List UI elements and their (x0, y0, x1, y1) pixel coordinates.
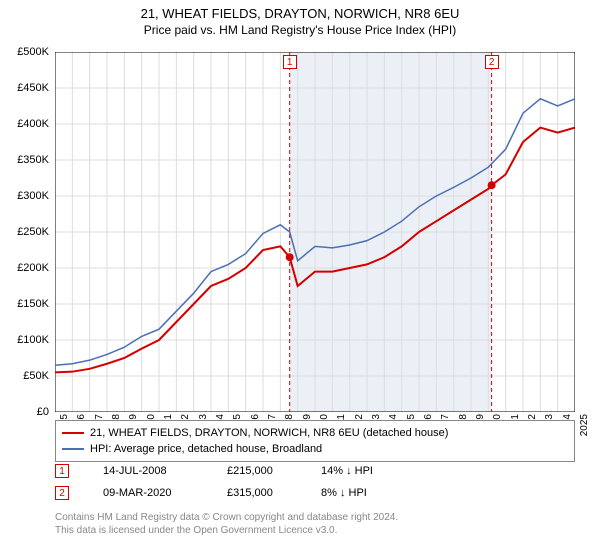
ytick-label: £450K (0, 82, 49, 94)
event-row-2: 2 09-MAR-2020 £315,000 8% ↓ HPI (55, 482, 575, 504)
title-block: 21, WHEAT FIELDS, DRAYTON, NORWICH, NR8 … (0, 0, 600, 38)
ytick-label: £300K (0, 190, 49, 202)
event-price-2: £315,000 (227, 487, 317, 499)
ytick-label: £0 (0, 406, 49, 418)
title-line1: 21, WHEAT FIELDS, DRAYTON, NORWICH, NR8 … (0, 6, 600, 23)
legend-swatch-subject (62, 432, 84, 434)
chart-event-badge: 1 (283, 55, 297, 69)
events-table: 1 14-JUL-2008 £215,000 14% ↓ HPI 2 09-MA… (55, 460, 575, 504)
ytick-label: £50K (0, 370, 49, 382)
event-row-1: 1 14-JUL-2008 £215,000 14% ↓ HPI (55, 460, 575, 482)
event-date-2: 09-MAR-2020 (103, 487, 223, 499)
legend-item-hpi: HPI: Average price, detached house, Broa… (62, 441, 568, 457)
legend-label-hpi: HPI: Average price, detached house, Broa… (90, 443, 322, 455)
legend-label-subject: 21, WHEAT FIELDS, DRAYTON, NORWICH, NR8 … (90, 427, 448, 439)
xtick-label: 2025 (579, 414, 590, 444)
ytick-label: £250K (0, 226, 49, 238)
attribution: Contains HM Land Registry data © Crown c… (55, 512, 575, 537)
legend-box: 21, WHEAT FIELDS, DRAYTON, NORWICH, NR8 … (55, 420, 575, 462)
chart-container: 21, WHEAT FIELDS, DRAYTON, NORWICH, NR8 … (0, 0, 600, 560)
ytick-label: £100K (0, 334, 49, 346)
attribution-line1: Contains HM Land Registry data © Crown c… (55, 512, 575, 525)
chart-event-badge: 2 (485, 55, 499, 69)
ytick-label: £200K (0, 262, 49, 274)
chart-area: £0£50K£100K£150K£200K£250K£300K£350K£400… (55, 52, 575, 412)
ytick-label: £350K (0, 154, 49, 166)
ytick-label: £500K (0, 46, 49, 58)
legend-item-subject: 21, WHEAT FIELDS, DRAYTON, NORWICH, NR8 … (62, 425, 568, 441)
attribution-line2: This data is licensed under the Open Gov… (55, 525, 575, 538)
event-delta-2: 8% ↓ HPI (321, 487, 441, 499)
event-price-1: £215,000 (227, 465, 317, 477)
title-line2: Price paid vs. HM Land Registry's House … (0, 23, 600, 39)
ytick-label: £400K (0, 118, 49, 130)
event-delta-1: 14% ↓ HPI (321, 465, 441, 477)
plot-svg (55, 52, 575, 412)
legend-swatch-hpi (62, 448, 84, 450)
event-badge-1: 1 (55, 464, 69, 478)
event-date-1: 14-JUL-2008 (103, 465, 223, 477)
ytick-label: £150K (0, 298, 49, 310)
event-badge-2: 2 (55, 486, 69, 500)
